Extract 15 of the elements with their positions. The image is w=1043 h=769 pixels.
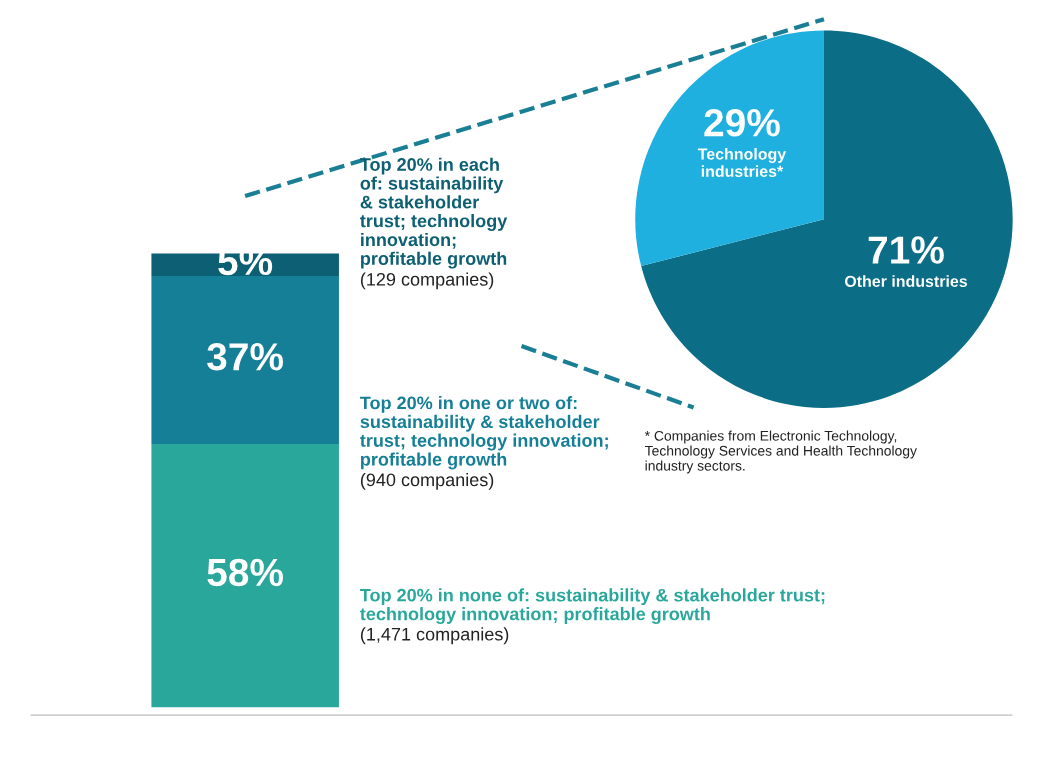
series-label: Top 20% in one or two of: sustainability & stakeholder trust; technology innovation; profitable growth (360, 396, 608, 470)
pie-slice (635, 30, 824, 267)
slice-label: Other industries (844, 275, 968, 287)
data-label: 58% (207, 558, 283, 587)
text: * Companies from Electronic Technology, Technology Services and Health Technology industry sectors. (644, 430, 917, 474)
series-label: Top 20% in none of: sustainability & stakeholder trust; technology innovation; profitable growth (360, 588, 825, 624)
data-label: 37% (207, 343, 283, 371)
data-label: 29% (704, 108, 780, 137)
text: (129 companies) (360, 272, 494, 290)
slice-label: Technology industries* (697, 147, 787, 177)
series-label: Top 20% in each of: sustainability & stakeholder trust; technology innovation; profitable growth (360, 157, 508, 269)
text: (1,471 companies) (360, 627, 509, 645)
pie-slice (641, 30, 1013, 408)
data-label: 71% (868, 236, 944, 264)
text: (940 companies) (360, 472, 494, 490)
